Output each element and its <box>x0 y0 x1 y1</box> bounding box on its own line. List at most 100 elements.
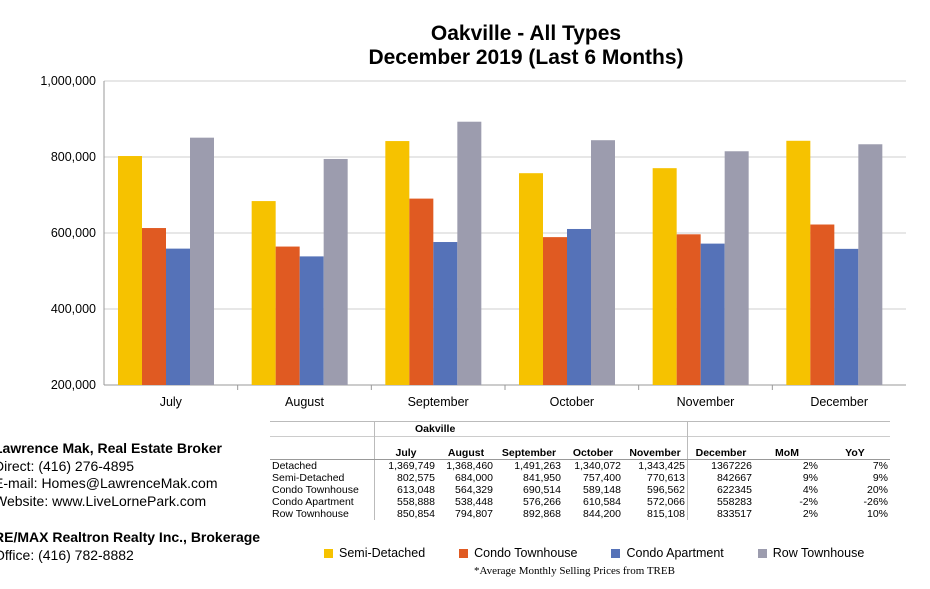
bar-condo-townhouse <box>543 237 567 385</box>
table-row: Semi-Detached 802,575 684,000 841,950 757,40… <box>270 472 890 484</box>
x-tick-label: August <box>285 395 324 409</box>
table-cell: 1367226 <box>687 459 754 472</box>
broker-name: Lawrence Mak, Real Estate Broker <box>0 440 222 456</box>
chart-gridlines <box>103 80 906 386</box>
bar-row-townhouse <box>323 158 348 385</box>
office-phone: Office: (416) 782-8882 <box>0 546 134 563</box>
table-cell: 7% <box>872 460 888 472</box>
table-cell: 1,491,263 <box>514 460 561 472</box>
table-cell: 596,562 <box>647 484 685 496</box>
legend-swatch <box>757 548 767 558</box>
table-cell: 794,807 <box>455 508 493 520</box>
table-cell: 2% <box>802 508 818 520</box>
legend-label: Condo Apartment <box>626 546 724 560</box>
chart-bars <box>118 121 883 386</box>
table-cell: 850,854 <box>374 508 437 520</box>
bar-chart: 200,000 400,000 600,000 800,000 1,000,000 Ju… <box>40 74 906 409</box>
legend-label: Row Townhouse <box>772 546 865 560</box>
table-cell: 538,448 <box>455 496 493 508</box>
table-cell: 558283 <box>687 496 754 508</box>
x-tick-label: November <box>677 395 735 409</box>
bar-row-townhouse <box>724 151 749 385</box>
table-cell: 20% <box>866 484 888 496</box>
legend-swatch <box>611 548 621 558</box>
legend-item: Condo Townhouse <box>459 546 577 560</box>
bar-semi-detached <box>652 168 677 385</box>
chart-title: Oakville - All Types December 2019 (Last… <box>0 22 930 70</box>
col-header: July <box>374 436 437 460</box>
bar-condo-apartment <box>166 248 190 385</box>
col-header: November <box>623 436 688 460</box>
chart-subtitle: December 2019 (Last 6 Months) <box>368 46 684 69</box>
bar-row-townhouse <box>591 140 615 385</box>
x-tick-label: July <box>160 395 183 409</box>
bar-condo-apartment <box>700 243 725 385</box>
table-cell: 1,343,425 <box>638 460 685 472</box>
bar-row-townhouse <box>858 144 883 385</box>
bar-semi-detached <box>385 141 410 385</box>
bar-condo-apartment <box>567 228 591 385</box>
table-row: Condo Townhouse 613,048 564,329 690,514 589,… <box>270 484 890 496</box>
footnote: *Average Monthly Selling Prices from TRE… <box>474 565 675 577</box>
table-cell: 10% <box>866 508 888 520</box>
table-cell: 1,340,072 <box>574 460 621 472</box>
table-cell: 613,048 <box>374 484 437 496</box>
col-header: MoM <box>754 436 820 460</box>
row-label: Detached <box>272 460 317 472</box>
table-cell: 841,950 <box>523 472 561 484</box>
bar-condo-townhouse <box>275 246 300 385</box>
table-cell: 9% <box>802 472 818 484</box>
y-tick-label: 400,000 <box>51 302 96 316</box>
table-header-row: July August September October November D… <box>270 436 890 460</box>
table-cell: 842667 <box>687 472 754 484</box>
y-axis-ticks: 200,000 400,000 600,000 800,000 1,000,000 <box>40 74 96 392</box>
x-tick-label: September <box>408 395 469 409</box>
brokerage-name: RE/MAX Realtron Realty Inc., Brokerage <box>0 529 261 545</box>
legend-label: Condo Townhouse <box>474 546 578 560</box>
bar-semi-detached <box>118 156 142 385</box>
legend-swatch <box>324 548 333 558</box>
table-cell: 589,148 <box>583 484 621 496</box>
direct-phone: Direct: (416) 276-4895 <box>0 457 135 474</box>
row-label: Row Townhouse <box>272 508 349 520</box>
col-header: September <box>495 436 563 460</box>
legend-item: Semi-Detached <box>324 546 425 560</box>
bar-condo-townhouse <box>676 234 701 385</box>
legend-item: Row Townhouse <box>757 546 865 560</box>
legend-item: Condo Apartment <box>611 546 724 560</box>
legend-label: Semi-Detached <box>339 546 426 560</box>
x-axis-ticks: July August September October November Decemb… <box>160 385 868 409</box>
y-tick-label: 600,000 <box>51 226 96 240</box>
y-tick-label: 800,000 <box>51 150 96 164</box>
table-cell: 622345 <box>687 484 754 496</box>
table-cell: 770,613 <box>647 472 685 484</box>
x-tick-label: December <box>810 395 868 409</box>
table-cell: 815,108 <box>647 508 685 520</box>
table-cell: 9% <box>872 472 888 484</box>
table-cell: -26% <box>863 496 888 508</box>
bar-condo-apartment <box>299 256 324 385</box>
table-row: Row Townhouse 850,854 794,807 892,868 844,20… <box>270 508 890 520</box>
contact-info: Lawrence Mak, Real Estate Broker Direct:… <box>0 440 260 564</box>
chart-legend: Semi-Detached Condo Townhouse Condo Apartm… <box>324 546 898 560</box>
table-row: Condo Apartment 558,888 538,448 576,266 610,… <box>270 496 890 508</box>
table-cell: 844,200 <box>583 508 621 520</box>
x-tick-label: October <box>550 395 594 409</box>
table-cell: 572,066 <box>647 496 685 508</box>
table-cell: 892,868 <box>523 508 561 520</box>
table-cell: 1,369,749 <box>374 459 437 472</box>
row-label: Semi-Detached <box>272 472 345 484</box>
table-row: Detached 1,369,749 1,368,460 1,491,263 1,340… <box>270 459 890 472</box>
y-tick-label: 1,000,000 <box>40 74 96 88</box>
table-cell: 833517 <box>687 508 754 520</box>
table-cell: 558,888 <box>374 496 437 508</box>
table-cell: 802,575 <box>374 472 437 484</box>
table-cell: 2% <box>802 460 818 472</box>
table-cell: 4% <box>802 484 818 496</box>
table-cell: 690,514 <box>523 484 561 496</box>
bar-row-townhouse <box>457 121 482 386</box>
table-cell: 684,000 <box>455 472 493 484</box>
website: Website: www.LiveLornePark.com <box>0 492 207 509</box>
bar-condo-apartment <box>834 248 859 385</box>
table-cell: 564,329 <box>455 484 493 496</box>
